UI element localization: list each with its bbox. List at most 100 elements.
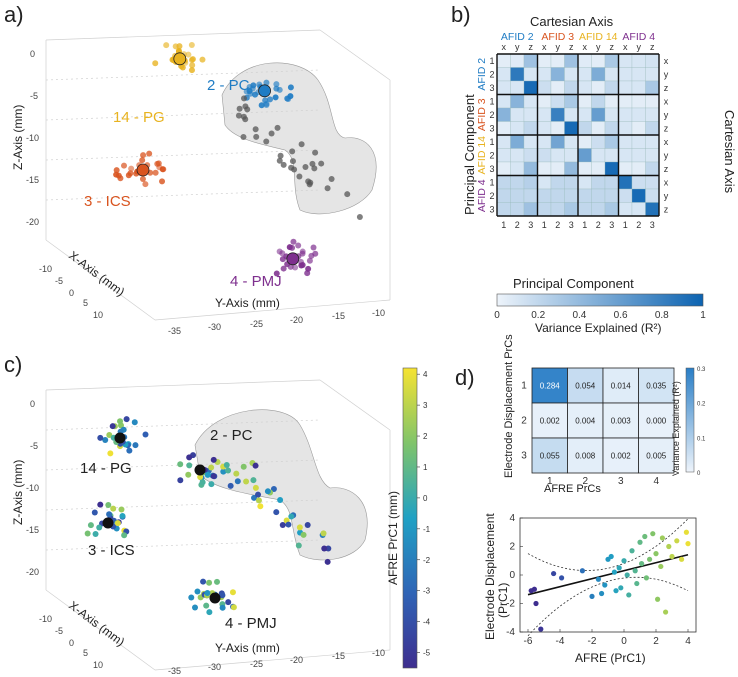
d-scatter-xtick: 2: [653, 636, 659, 647]
heatmap-cell: [537, 161, 552, 176]
axis-letter-right: x: [664, 96, 669, 106]
panel-label-b: b): [451, 2, 471, 27]
axis-letter-top: x: [502, 42, 507, 52]
heatmap-cell: [537, 107, 552, 122]
d-scatter-point: [602, 582, 608, 588]
heatmap-ylabel: Principal Component: [462, 94, 477, 215]
ventricle-point: [236, 105, 243, 112]
d-scatter-point: [629, 548, 635, 554]
heatmap-cell: [645, 188, 660, 203]
afid-point-colored: [192, 604, 199, 611]
axis-letter-right: x: [664, 56, 669, 66]
colorbar-d-tick: 0.2: [697, 402, 706, 408]
heatmap-cell: [645, 175, 660, 190]
d-scatter-point: [533, 600, 539, 607]
d-scatter-ytick: 2: [509, 542, 515, 553]
ventricle-surface-a: [221, 62, 377, 215]
heatmap-cell: [618, 67, 633, 82]
colorbar-b-tick: 0.2: [531, 310, 545, 321]
heatmap-cell: [618, 161, 633, 176]
group-label-left: AFID 14: [476, 136, 488, 175]
z-tick-a: 0: [30, 49, 35, 59]
heatmap-title: Cartesian Axis: [530, 14, 614, 29]
heatmap-cell: [577, 53, 592, 68]
afid-mean-point: [114, 432, 126, 444]
cluster-label-pg-a: 14 - PG: [113, 109, 165, 126]
pc-tick-left: 2: [489, 191, 494, 201]
heatmap-cell: [510, 188, 525, 203]
d-scatter-point: [679, 556, 685, 562]
heatmap-cell: [564, 134, 579, 149]
d-heatmap-cell: [567, 402, 604, 439]
d-heatmap-value: 0.002: [540, 417, 561, 426]
d-heatmap-value: 0.002: [611, 452, 632, 461]
y-tick-c: -25: [250, 659, 263, 669]
d-heatmap-cell: [531, 367, 568, 404]
y-tick-a: -25: [250, 319, 263, 329]
colorbar-c-tick: -2: [423, 556, 431, 565]
d-heatmap-ylabel: Electrode Displacement PrCs: [503, 334, 515, 478]
heatmap-cell: [523, 188, 538, 203]
heatmap-cell: [523, 134, 538, 149]
d-scatter-point: [685, 541, 691, 547]
x-tick-a: -10: [39, 264, 52, 274]
heatmap-cell: [631, 148, 646, 163]
heatmap-cell: [604, 134, 619, 149]
afid-point: [299, 250, 306, 257]
axis-letter-right: y: [664, 69, 669, 79]
heatmap-cell: [496, 202, 511, 217]
z-tick-c: 0: [30, 399, 35, 409]
afid-point: [280, 265, 287, 272]
afid-point: [289, 244, 296, 251]
ventricle-point: [312, 149, 319, 156]
d-heatmap-xtick: 4: [653, 476, 659, 487]
heatmap-cell: [604, 107, 619, 122]
d-scatter-point: [599, 590, 605, 597]
afid-point-colored: [177, 477, 184, 484]
d-scatter-xtick: -2: [588, 636, 597, 647]
heatmap-cell: [496, 107, 511, 122]
pc-tick-bottom: 1: [542, 220, 547, 230]
axis-letter-top: z: [529, 42, 534, 52]
heatmap-cell: [496, 67, 511, 82]
ventricle-point-colored: [300, 531, 307, 538]
d-scatter-point: [647, 556, 653, 562]
d-heatmap-ytick: 1: [521, 381, 527, 392]
heatmap-cell: [564, 53, 579, 68]
heatmap-cell: [618, 134, 633, 149]
y-tick-a: -30: [208, 322, 221, 332]
heatmap-right-label: Cartesian Axis: [722, 110, 737, 194]
ventricle-point: [252, 126, 259, 133]
heatmap-cell: [537, 121, 552, 136]
afid-point: [185, 51, 192, 58]
y-axis-label-a: Y-Axis (mm): [215, 296, 280, 310]
pc-tick-bottom: 2: [555, 220, 560, 230]
afid-point: [292, 264, 299, 271]
heatmap-cell: [631, 67, 646, 82]
heatmap-cell: [550, 161, 565, 176]
ventricle-point: [302, 164, 309, 171]
afid-point: [175, 47, 182, 54]
panel-c-axes-box: [45, 379, 391, 671]
axis-letter-right: z: [664, 164, 669, 174]
z-tick-a: -20: [26, 217, 39, 227]
heatmap-cell: [510, 175, 525, 190]
afid-point-colored: [200, 578, 207, 585]
colorbar-d-tick: 0.3: [697, 367, 706, 373]
heatmap-cell: [550, 134, 565, 149]
d-scatter-xtick: -4: [556, 636, 565, 647]
afid-point-colored: [106, 511, 113, 518]
heatmap-cell: [604, 202, 619, 217]
ventricle-point: [242, 116, 249, 123]
colorbar-b-tick: 0: [494, 310, 500, 321]
heatmap-cell: [496, 175, 511, 190]
pc-tick-left: 3: [489, 164, 494, 174]
ventricle-point-colored: [270, 486, 277, 493]
x-tick-a: 5: [83, 298, 88, 308]
afid-point-colored: [206, 609, 213, 616]
afid-point: [287, 263, 294, 270]
ventricle-point: [276, 157, 283, 164]
z-tick-c: -20: [26, 567, 39, 577]
panel-label-a: a): [4, 2, 24, 27]
heatmap-cell: [604, 188, 619, 203]
